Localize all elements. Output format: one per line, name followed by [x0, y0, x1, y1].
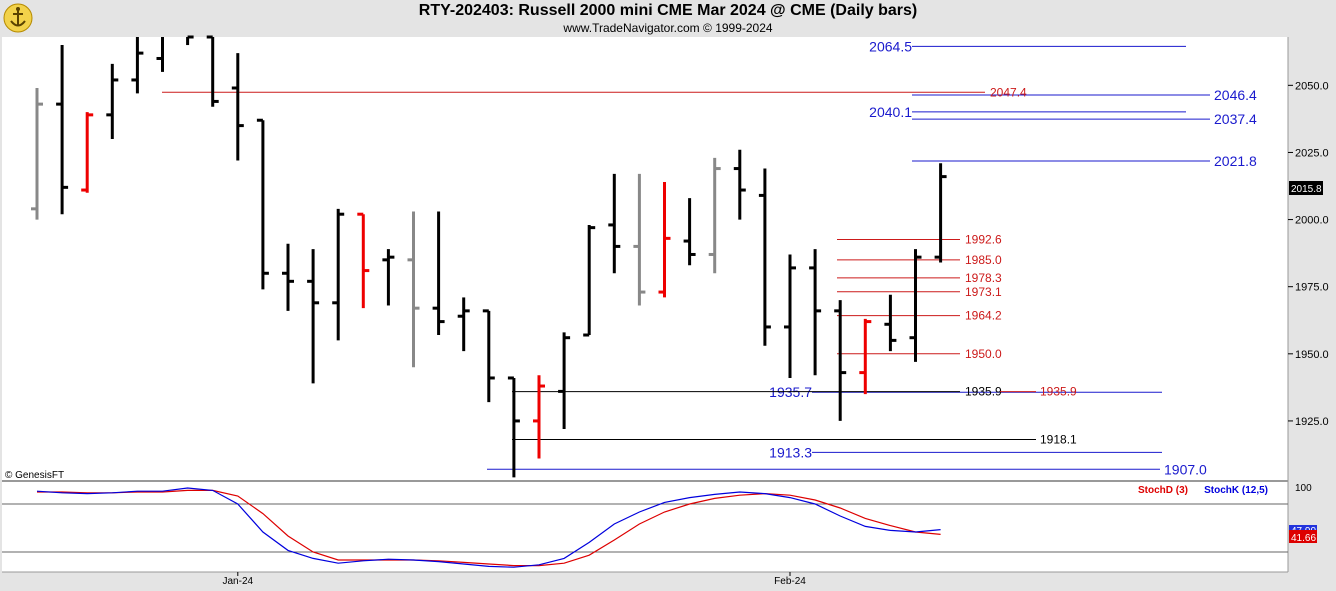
- ohlc-bar: [457, 297, 470, 352]
- price-level-label: 2040.1: [869, 104, 912, 120]
- price-level-label: 2037.4: [1214, 111, 1257, 127]
- ohlc-bar: [608, 173, 621, 274]
- chart-title: RTY-202403: Russell 2000 mini CME Mar 20…: [418, 2, 918, 19]
- ohlc-bar: [934, 163, 947, 263]
- ohlc-bar: [733, 149, 746, 220]
- date-tick-label: Jan-24: [223, 576, 254, 587]
- ohlc-bar: [558, 332, 571, 429]
- price-level-label: 2064.5: [869, 38, 912, 54]
- watermark-text: © GenesisFT: [5, 470, 64, 481]
- stoch-d-tag: [1289, 530, 1317, 543]
- price-level-label: 1964.2: [965, 309, 1002, 323]
- chart-header: RTY-202403: Russell 2000 mini CME Mar 20…: [0, 0, 1336, 36]
- stoch-d-line: [37, 489, 941, 567]
- ohlc-bar: [282, 243, 294, 311]
- stochastic-plot-area: [2, 482, 1288, 572]
- price-level-label: 2047.4: [990, 85, 1027, 99]
- ohlc-bar: [758, 168, 771, 346]
- price-tick-label: 1975.0: [1295, 282, 1329, 294]
- price-level-label: 1973.1: [965, 285, 1002, 299]
- price-level-label: 1978.3: [965, 271, 1002, 285]
- ohlc-bar: [106, 63, 119, 140]
- ohlc-bar: [357, 212, 370, 309]
- price-level-label: 1935.7: [769, 384, 812, 400]
- ohlc-bar: [432, 211, 445, 336]
- price-level-label: 1918.1: [1040, 432, 1077, 446]
- ohlc-bar: [186, 35, 194, 46]
- ohlc-bar: [131, 37, 144, 94]
- ohlc-bar: [482, 309, 495, 403]
- date-tick-label: Feb-24: [774, 576, 806, 587]
- ohlc-bar: [56, 45, 69, 215]
- stoch-axis-100: 100: [1295, 483, 1312, 494]
- price-tick-label: 1925.0: [1295, 416, 1329, 428]
- ohlc-bar: [884, 294, 897, 352]
- ohlc-bar: [332, 208, 345, 341]
- price-level-label: 1935.9: [1040, 385, 1077, 399]
- ohlc-bar: [658, 181, 671, 298]
- ohlc-bar: [633, 173, 646, 306]
- stoch-k-line: [36, 487, 941, 568]
- ohlc-bar: [909, 249, 922, 362]
- price-level-label: 1992.6: [965, 232, 1002, 246]
- anchor-logo-icon: [3, 3, 33, 33]
- ohlc-bar: [307, 249, 320, 384]
- ohlc-bar: [834, 300, 847, 421]
- ohlc-bar: [256, 118, 269, 290]
- price-level-label: 2046.4: [1214, 87, 1257, 103]
- price-tick-label: 2000.0: [1295, 215, 1329, 227]
- ohlc-bar: [206, 35, 219, 107]
- price-plot-area: [2, 37, 1288, 480]
- last-price-tag-text: 2015.8: [1291, 184, 1322, 195]
- ohlc-bar: [683, 198, 696, 266]
- ohlc-bar: [809, 249, 822, 376]
- price-level-label: 1907.0: [1164, 461, 1207, 477]
- ohlc-bar: [859, 318, 872, 395]
- ohlc-bar: [382, 249, 395, 306]
- ohlc-bar: [407, 211, 420, 368]
- last-price-tag: [1289, 181, 1323, 195]
- ohlc-bar: [31, 88, 43, 220]
- price-level-label: 1935.9: [965, 385, 1002, 399]
- ohlc-bar: [231, 53, 244, 161]
- price-level-label: 2021.8: [1214, 153, 1257, 169]
- price-level-label: 1913.3: [769, 444, 812, 460]
- ohlc-bar: [533, 375, 545, 459]
- ohlc-bar: [784, 254, 796, 378]
- ohlc-bar: [156, 37, 164, 72]
- ohlc-bar: [81, 112, 94, 193]
- chart-subtitle: www.TradeNavigator.com © 1999-2024: [563, 21, 773, 35]
- stoch-k-legend: StochK (12,5): [1204, 485, 1268, 496]
- price-tick-label: 2050.0: [1295, 80, 1329, 92]
- stoch-d-tag-text: 41.66: [1291, 533, 1316, 544]
- ohlc-bar: [708, 157, 721, 274]
- price-level-label: 1950.0: [965, 347, 1002, 361]
- price-tick-label: 1950.0: [1295, 349, 1329, 361]
- ohlc-bar: [507, 376, 520, 478]
- price-tick-label: 2025.0: [1295, 147, 1329, 159]
- price-level-label: 1985.0: [965, 253, 1002, 267]
- stoch-d-legend: StochD (3): [1138, 485, 1188, 496]
- ohlc-bar: [583, 224, 596, 337]
